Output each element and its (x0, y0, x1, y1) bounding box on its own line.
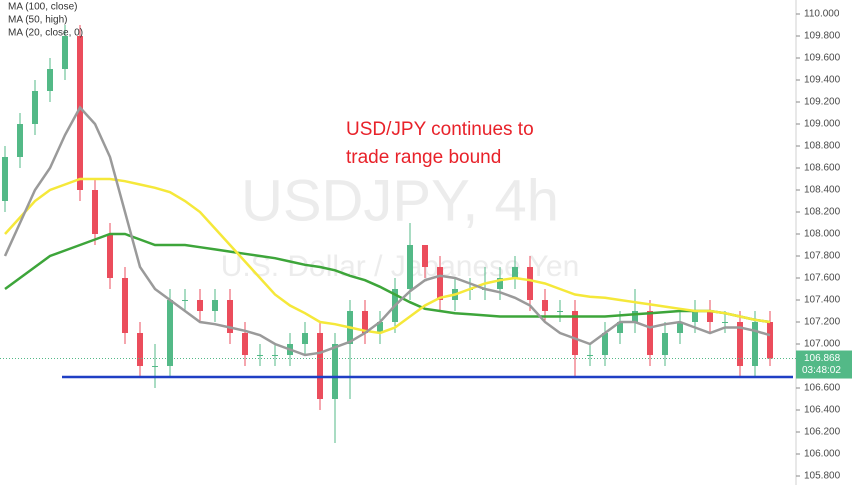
candle-body (557, 311, 563, 312)
candle-body (587, 355, 593, 356)
candle-body (317, 333, 323, 399)
countdown-label: 03:48:02 (802, 365, 841, 376)
candle-body (632, 311, 638, 322)
candle-body (152, 366, 158, 367)
y-tick-label: 106.000 (804, 449, 841, 460)
candle-body (197, 300, 203, 311)
candle-body (497, 278, 503, 289)
y-tick-label: 108.200 (804, 207, 841, 218)
candle-body (722, 322, 728, 323)
watermark: USDJPY, 4h (241, 168, 559, 233)
y-tick-label: 108.400 (804, 185, 841, 196)
candle-body (767, 322, 773, 359)
y-tick-label: 109.000 (804, 119, 841, 130)
candle-body (407, 245, 413, 289)
candle-body (437, 267, 443, 300)
y-tick-label: 109.400 (804, 75, 841, 86)
y-tick-label: 107.800 (804, 251, 841, 262)
candle-body (272, 355, 278, 356)
candle-body (377, 322, 383, 333)
candle-body (92, 190, 98, 234)
candle-body (572, 311, 578, 355)
candle-body (17, 124, 23, 157)
candle-body (422, 245, 428, 267)
y-tick-label: 106.200 (804, 427, 841, 438)
candle-body (617, 322, 623, 333)
candle-body (182, 300, 188, 301)
candle-body (122, 278, 128, 333)
candle-body (752, 322, 758, 366)
candle-body (602, 333, 608, 355)
candle-body (527, 267, 533, 300)
candle-body (677, 322, 683, 333)
legend-entry: MA (20, close, 0) (8, 28, 83, 39)
candle-body (512, 267, 518, 278)
y-tick-label: 107.000 (804, 339, 841, 350)
y-tick-label: 105.800 (804, 471, 841, 482)
y-tick-label: 106.600 (804, 383, 841, 394)
candle-body (212, 300, 218, 311)
y-tick-label: 109.600 (804, 53, 841, 64)
candle-body (647, 311, 653, 355)
candle-body (167, 300, 173, 366)
candle-body (707, 311, 713, 322)
candle-body (257, 355, 263, 356)
legend-entry: MA (50, high) (8, 15, 67, 26)
candle-body (362, 311, 368, 333)
y-tick-label: 107.400 (804, 295, 841, 306)
candle-body (62, 36, 68, 69)
candle-body (332, 344, 338, 399)
candle-body (542, 300, 548, 311)
y-tick-label: 107.200 (804, 317, 841, 328)
price-label-box (796, 350, 852, 379)
legend-entry: MA (100, close) (8, 2, 77, 13)
candle-body (107, 234, 113, 278)
watermark-subtitle: U.S. Dollar / Japanese Yen (221, 250, 580, 283)
candle-body (32, 91, 38, 124)
candle-body (692, 311, 698, 322)
annotation: trade range bound (346, 147, 501, 168)
y-tick-label: 107.600 (804, 273, 841, 284)
moving-average (4, 177, 771, 335)
candle-body (2, 157, 8, 201)
candle-body (242, 333, 248, 355)
y-tick-label: 108.800 (804, 141, 841, 152)
y-tick-label: 108.600 (804, 163, 841, 174)
y-tick-label: 108.000 (804, 229, 841, 240)
candle-body (227, 300, 233, 333)
y-tick-label: 109.800 (804, 31, 841, 42)
candle-body (137, 333, 143, 366)
y-tick-label: 109.200 (804, 97, 841, 108)
y-tick-label: 106.400 (804, 405, 841, 416)
current-price-label: 106.868 (804, 353, 841, 364)
annotation: USD/JPY continues to (346, 119, 534, 140)
candle-body (77, 36, 83, 190)
candle-body (737, 322, 743, 366)
candle-body (302, 333, 308, 344)
candle-body (662, 333, 668, 355)
moving-average (3, 105, 771, 357)
candle-body (47, 69, 53, 91)
y-tick-label: 110.000 (804, 9, 840, 20)
